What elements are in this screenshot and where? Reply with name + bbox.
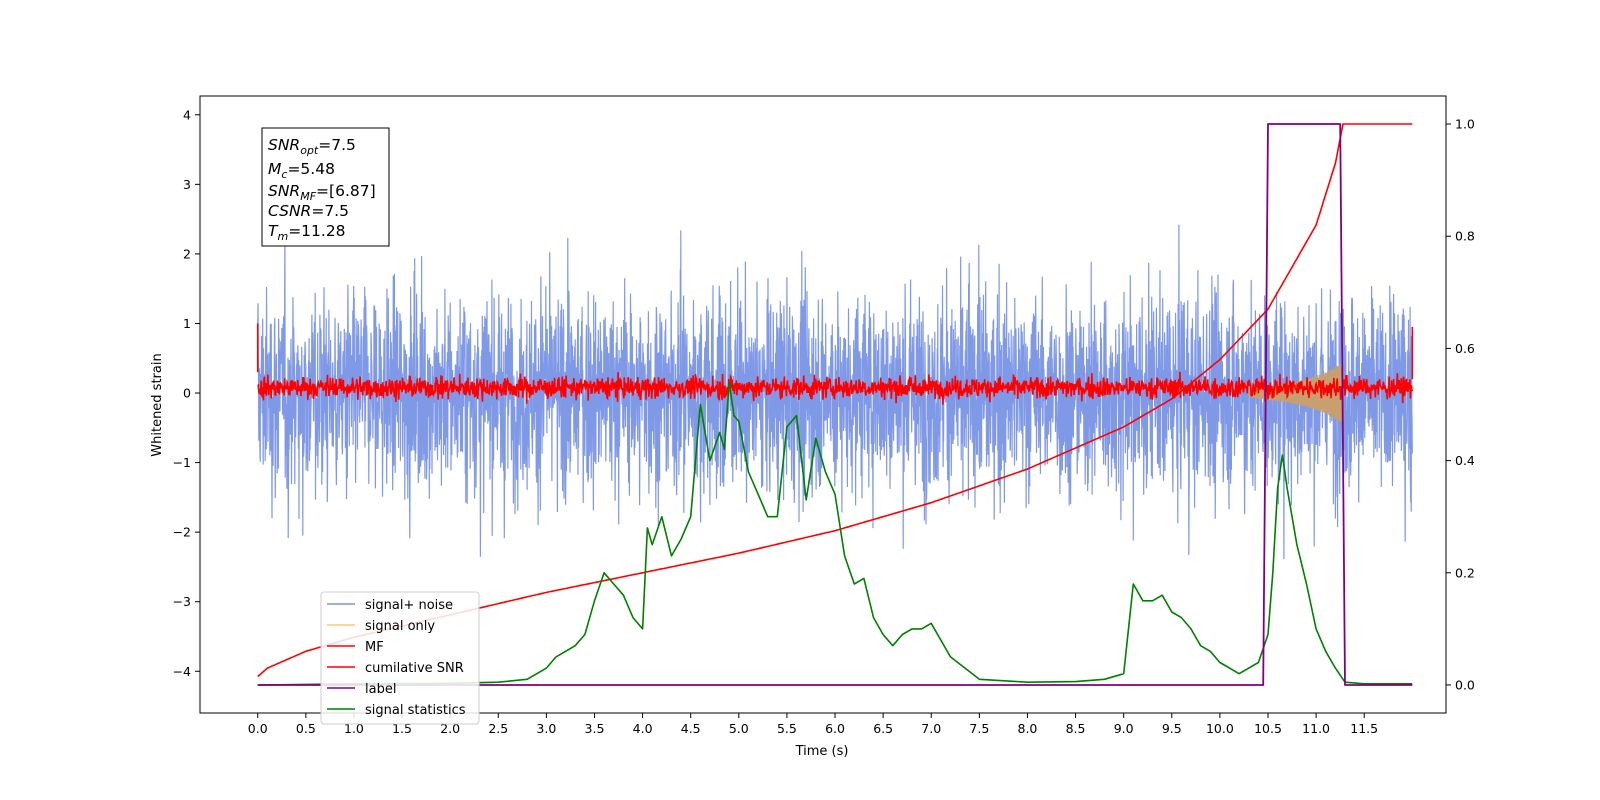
series-line-label [257,123,1413,686]
x-tick-label: 6.0 [825,721,845,736]
x-tick-label: 7.5 [969,721,989,736]
y-axis-right: 1.0 0.8 0.6 0.4 0.2 0.0 [1446,117,1475,692]
legend-frame [320,591,480,725]
y-tick-label-right: 0.2 [1455,565,1475,580]
x-tick-label: 3.0 [536,721,556,736]
legend-label-signal-only: signal only [365,619,435,634]
series-line-mf [257,371,1414,405]
y-tick-label-left: 4 [183,107,191,122]
y-axis-left: 4 3 2 1 0 −1 −2 −3 −4 [173,107,200,679]
x-axis: 0.0 0.5 1.0 1.5 2.0 2.5 3.0 3.5 4.0 4.5 5.0 5.5 6.0 6… [248,713,1378,736]
y-tick-label-left: 1 [183,316,191,331]
y-tick-label-left: −3 [173,594,191,609]
annotation-tm: Tm=11.28 [268,222,346,243]
x-tick-label: 8.0 [1018,721,1038,736]
annotation-csnr: CSNR=7.5 [268,202,349,220]
y-tick-label-right: 0.8 [1455,229,1475,244]
y-tick-label-right: 0.0 [1455,677,1475,692]
x-tick-label: 4.0 [633,721,653,736]
legend: signal+ noise signal only MF cumilative … [320,591,480,725]
x-tick-label: 1.0 [344,721,364,736]
x-tick-label: 4.5 [681,721,701,736]
x-tick-label: 7.0 [921,721,941,736]
legend-label-label: label [365,682,396,697]
x-tick-label: 11.5 [1350,721,1378,736]
series-line-signal-statistics [257,381,1413,686]
annotation-snr-opt: SNRopt=7.5 [268,136,356,157]
x-tick-label: 1.5 [392,721,412,736]
y-tick-label-right: 0.6 [1455,341,1475,356]
annotation-mc: Mc=5.48 [268,160,335,181]
y-tick-label-left: −2 [173,525,191,540]
x-tick-label: 11.0 [1302,721,1330,736]
y-tick-label-right: 0.4 [1455,453,1475,468]
y-tick-label-left: 2 [183,246,191,261]
y-tick-label-left: 3 [183,177,191,192]
axes-frame [199,95,1447,714]
x-tick-label: 5.5 [777,721,797,736]
legend-label-signal-statistics: signal statistics [365,703,466,718]
annotation-frame [261,127,390,247]
x-tick-label: 10.0 [1206,721,1234,736]
y-axis-label: Whitened strain [150,353,165,456]
legend-label-mf: MF [365,640,384,655]
x-tick-label: 8.5 [1066,721,1086,736]
x-tick-label: 3.5 [585,721,605,736]
x-tick-label: 9.5 [1162,721,1182,736]
x-tick-label: 5.0 [729,721,749,736]
y-tick-label-left: −4 [173,664,191,679]
x-axis-label: Time (s) [795,744,849,759]
x-tick-label: 2.0 [440,721,460,736]
annotation-box: SNRopt=7.5 Mc=5.48 SNRMF=[6.87] CSNR=7.5… [261,127,390,247]
plot-area [256,123,1414,686]
y-tick-label-left: −1 [173,455,191,470]
y-tick-label-right: 1.0 [1455,117,1475,132]
x-tick-label: 10.5 [1254,721,1282,736]
x-tick-label: 9.0 [1114,721,1134,736]
annotation-snr-mf: SNRMF=[6.87] [268,182,376,203]
x-tick-label: 2.5 [488,721,508,736]
x-tick-label: 0.0 [248,721,268,736]
y-tick-label-left: 0 [183,386,191,401]
x-tick-label: 0.5 [296,721,316,736]
legend-label-cumulative-snr: cumilative SNR [365,661,464,676]
legend-label-signal-noise: signal+ noise [365,598,453,613]
x-tick-label: 6.5 [873,721,893,736]
